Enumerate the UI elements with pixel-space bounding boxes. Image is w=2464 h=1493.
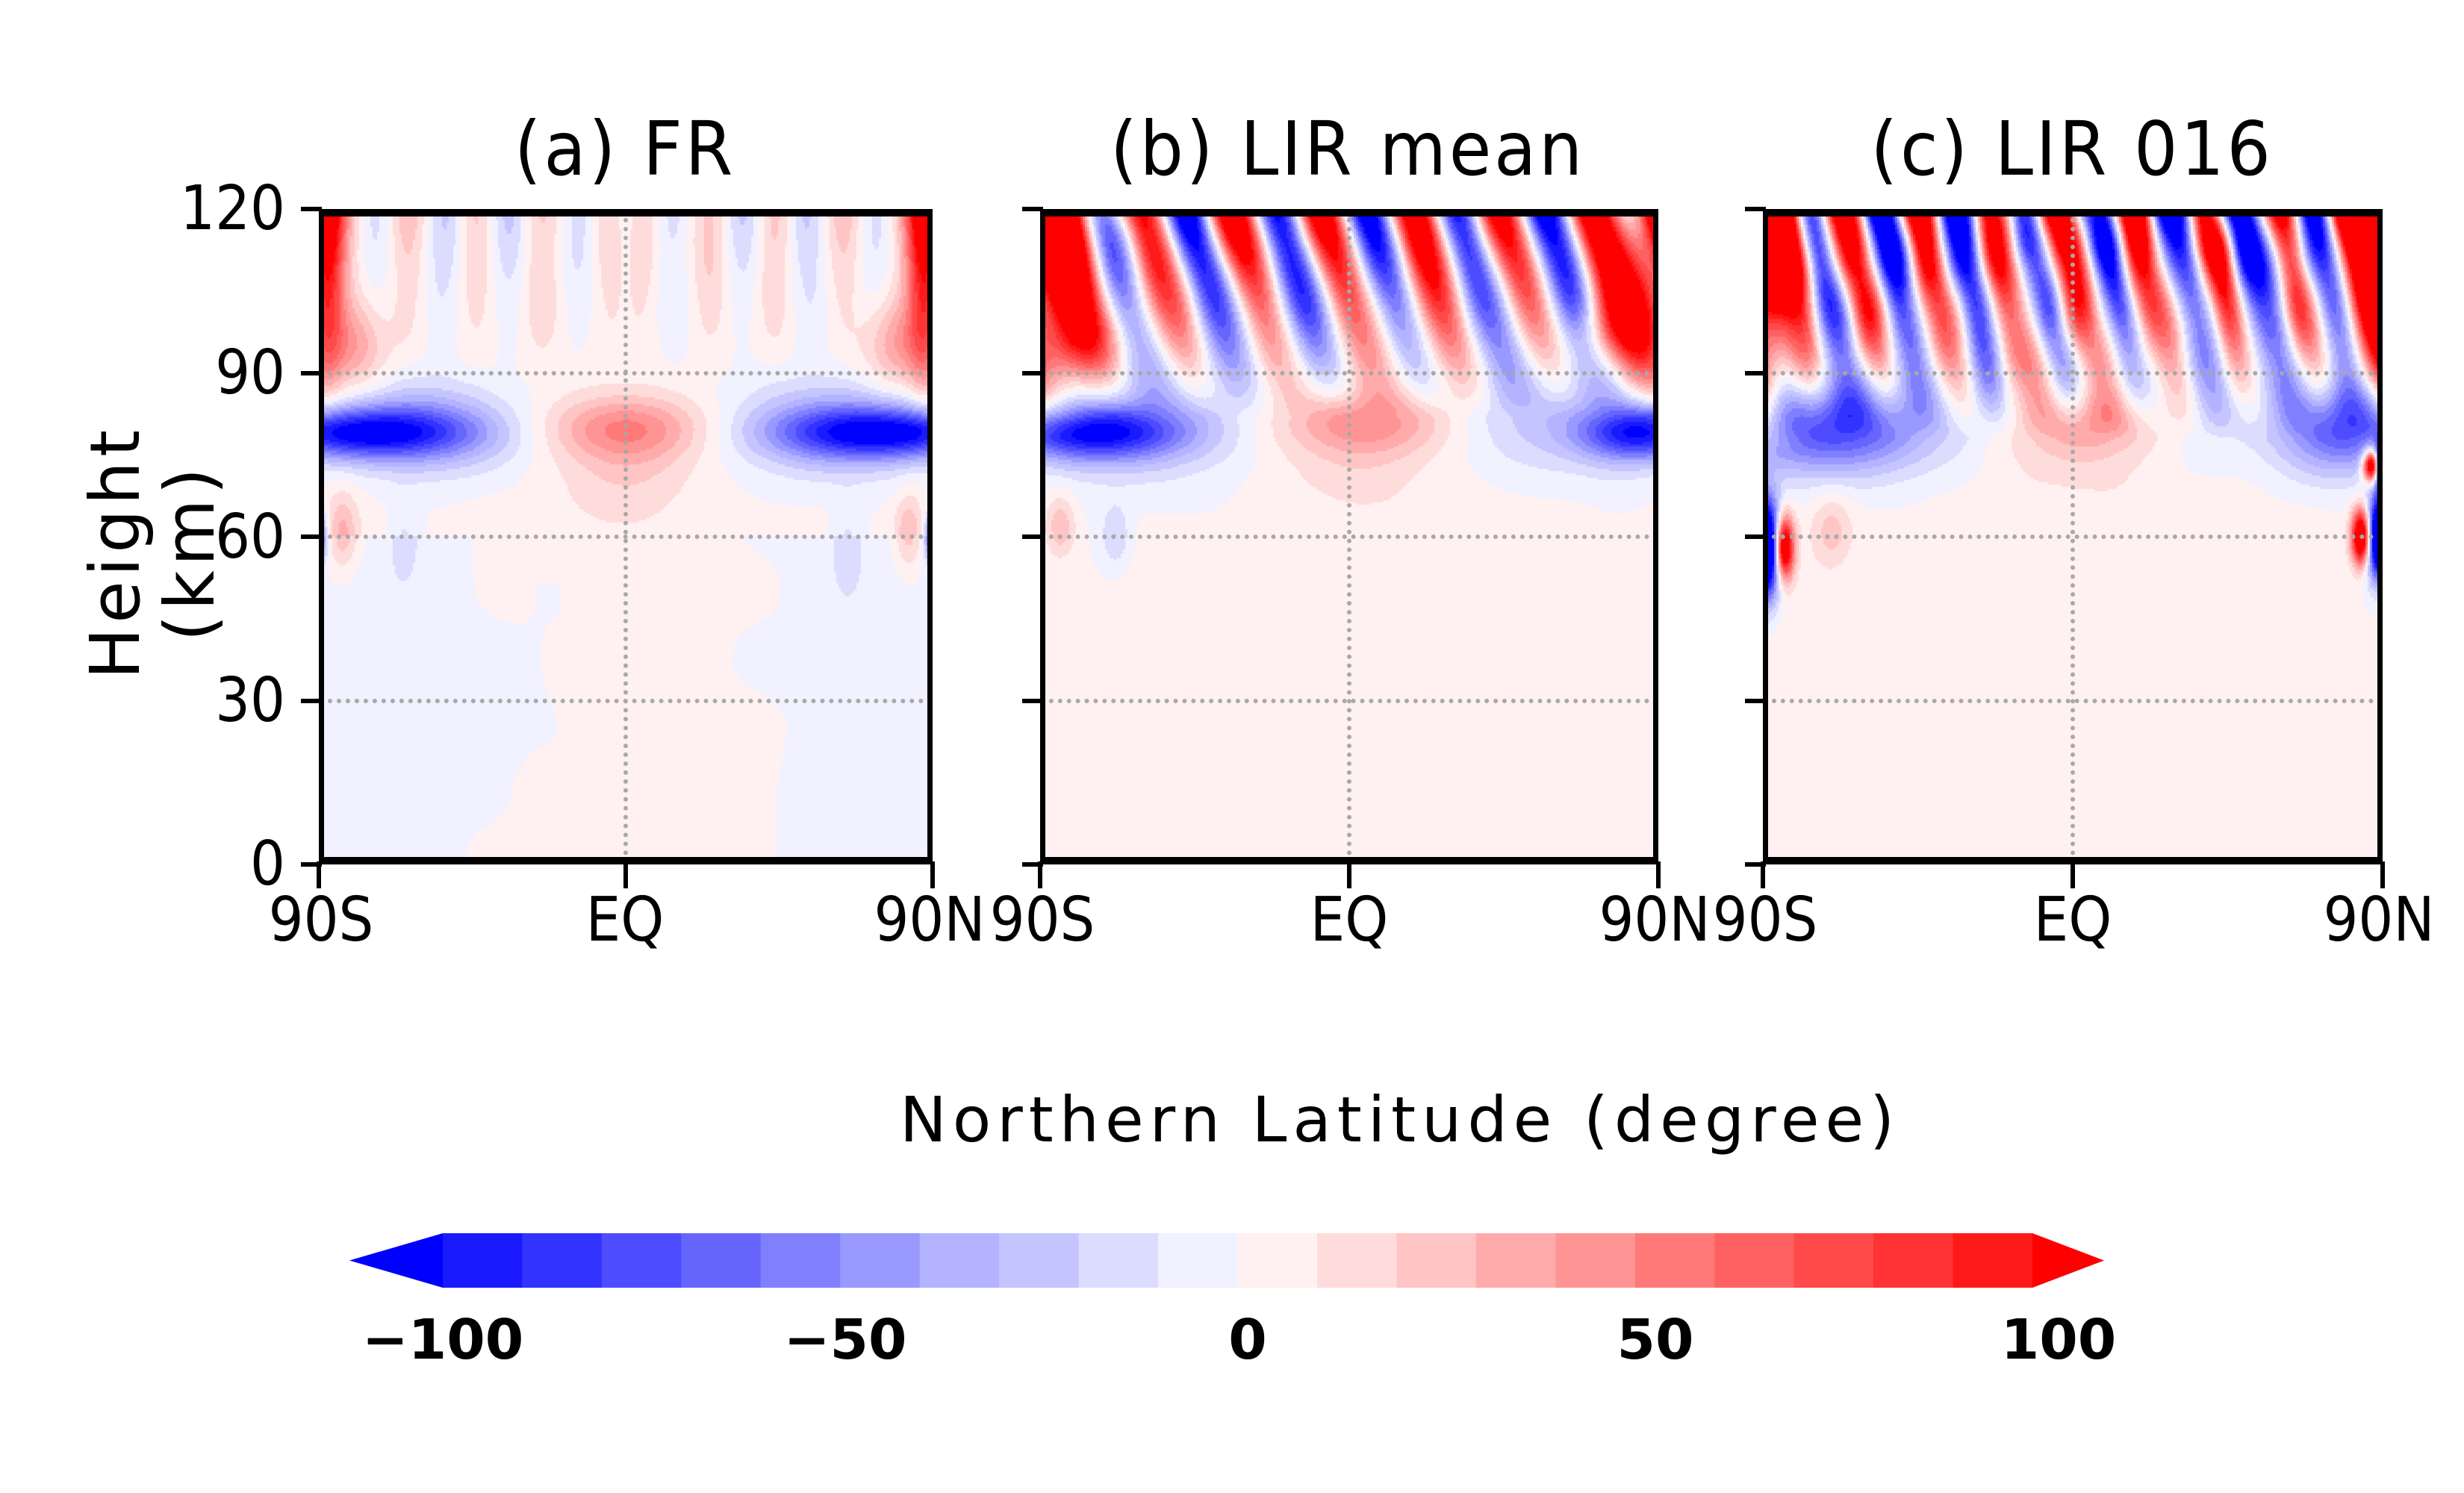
colorbar <box>349 1233 2104 1288</box>
colorbar-bin <box>1714 1233 1795 1288</box>
contour-panel-b <box>1040 209 1658 864</box>
y-tick <box>1745 207 1766 211</box>
x-tick <box>1347 861 1351 888</box>
x-tick-label-eq: EQ <box>585 885 665 956</box>
panel-title-a: (a) FR <box>514 105 736 193</box>
colorbar-bin <box>681 1233 762 1288</box>
colorbar-bin <box>1078 1233 1159 1288</box>
y-tick <box>301 207 322 211</box>
x-tick-label-90s: 90S <box>989 885 1095 956</box>
colorbar-label-neg50: −50 <box>783 1308 907 1372</box>
colorbar-label-neg100: −100 <box>361 1308 524 1372</box>
x-tick-label-90n: 90N <box>2323 885 2435 956</box>
y-tick <box>1022 534 1043 539</box>
y-tick-label-90: 90 <box>215 337 285 408</box>
y-tick-label-0: 0 <box>250 829 285 900</box>
colorbar-bin <box>601 1233 682 1288</box>
colorbar-arrow-min <box>349 1233 443 1288</box>
colorbar-bin <box>919 1233 1000 1288</box>
colorbar-bin <box>1634 1233 1715 1288</box>
colorbar-bin <box>1953 1233 2033 1288</box>
x-tick <box>2380 861 2385 888</box>
y-tick-label-60: 60 <box>215 502 285 573</box>
y-tick <box>301 698 322 703</box>
colorbar-bin <box>999 1233 1080 1288</box>
colorbar-bin <box>1555 1233 1636 1288</box>
x-tick-label-90s: 90S <box>1712 885 1818 956</box>
y-tick-label-30: 30 <box>215 665 285 736</box>
x-axis-title: Northern Latitude (degree) <box>900 1083 1900 1156</box>
x-tick <box>930 861 935 888</box>
y-tick <box>1022 370 1043 375</box>
y-tick <box>301 370 322 375</box>
x-tick-label-90n: 90N <box>874 885 986 956</box>
gridline-eq <box>1347 209 1351 864</box>
y-tick <box>1022 862 1043 867</box>
colorbar-label-0: 0 <box>1228 1308 1267 1372</box>
x-tick <box>2071 861 2075 888</box>
colorbar-bin <box>760 1233 841 1288</box>
gridline-eq <box>623 209 628 864</box>
x-tick <box>623 861 628 888</box>
colorbar-label-100: 100 <box>2000 1308 2117 1372</box>
panel-title-c: (c) LIR 016 <box>1870 105 2274 193</box>
colorbar-arrow-max <box>2032 1233 2104 1288</box>
x-tick-label-90s: 90S <box>268 885 374 956</box>
y-tick <box>1745 370 1766 375</box>
y-tick-label-120: 120 <box>180 173 285 244</box>
y-tick <box>1745 862 1766 867</box>
colorbar-bin <box>1793 1233 1874 1288</box>
colorbar-bin <box>1158 1233 1239 1288</box>
colorbar-bin <box>1237 1233 1318 1288</box>
colorbar-bin <box>1873 1233 1954 1288</box>
panel-title-b: (b) LIR mean <box>1110 105 1586 193</box>
x-tick-label-eq: EQ <box>2033 885 2112 956</box>
colorbar-bin <box>840 1233 921 1288</box>
colorbar-bin <box>522 1233 603 1288</box>
x-tick <box>1761 861 1765 888</box>
y-tick <box>1745 534 1766 539</box>
colorbar-bin <box>443 1233 523 1288</box>
contour-panel-a <box>319 209 933 864</box>
contour-panel-c <box>1763 209 2383 864</box>
colorbar-label-50: 50 <box>1617 1308 1694 1372</box>
colorbar-bin <box>1475 1233 1556 1288</box>
colorbar-bin <box>1316 1233 1397 1288</box>
x-tick <box>317 861 321 888</box>
y-tick <box>301 534 322 539</box>
x-tick <box>1656 861 1661 888</box>
y-tick <box>1745 698 1766 703</box>
x-tick <box>1038 861 1042 888</box>
y-tick <box>1022 207 1043 211</box>
y-tick <box>301 862 322 867</box>
colorbar-bin <box>1396 1233 1477 1288</box>
gridline-eq <box>2071 209 2075 864</box>
y-tick <box>1022 698 1043 703</box>
x-tick-label-eq: EQ <box>1310 885 1389 956</box>
x-tick-label-90n: 90N <box>1599 885 1711 956</box>
